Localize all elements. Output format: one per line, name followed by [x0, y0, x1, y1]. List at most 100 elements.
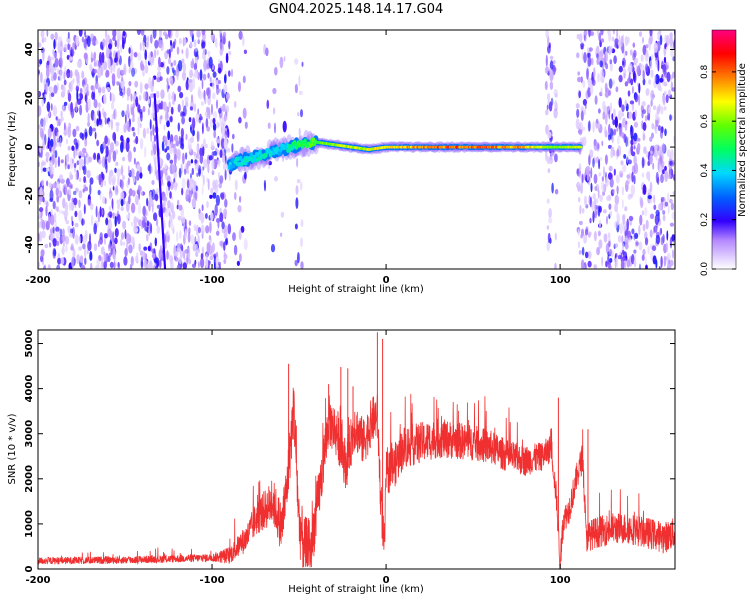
noise-speckle — [93, 68, 98, 74]
noise-speckle — [221, 227, 226, 234]
noise-speckle — [60, 159, 64, 164]
noise-speckle — [649, 30, 653, 37]
noise-speckle — [666, 256, 669, 266]
noise-speckle — [126, 95, 130, 101]
noise-speckle — [216, 139, 221, 144]
noise-speckle — [605, 176, 609, 187]
ridge-core — [308, 143, 312, 148]
noise-speckle — [621, 104, 625, 112]
noise-speckle — [220, 122, 224, 128]
noise-speckle — [594, 209, 598, 219]
noise-speckle — [71, 256, 75, 269]
noise-speckle — [108, 193, 112, 200]
noise-speckle — [79, 87, 83, 95]
noise-speckle — [628, 73, 631, 83]
noise-speckle — [67, 126, 72, 138]
noise-speckle — [150, 34, 153, 44]
ridge-core — [303, 138, 307, 144]
noise-speckle — [130, 93, 133, 102]
noise-speckle — [274, 66, 278, 76]
noise-speckle — [653, 42, 658, 53]
noise-speckle — [75, 170, 78, 181]
noise-speckle — [264, 179, 266, 192]
noise-speckle — [281, 154, 285, 162]
noise-speckle — [242, 36, 245, 47]
noise-speckle — [98, 174, 102, 186]
noise-speckle — [131, 117, 135, 123]
noise-speckle — [187, 169, 189, 175]
noise-speckle — [189, 106, 193, 111]
noise-speckle — [88, 126, 93, 137]
noise-speckle — [548, 155, 554, 165]
noise-speckle — [647, 245, 650, 254]
noise-speckle — [664, 128, 667, 137]
noise-speckle — [105, 48, 110, 59]
noise-speckle — [114, 215, 117, 227]
noise-speckle — [612, 30, 615, 35]
noise-speckle — [115, 161, 119, 166]
noise-speckle — [218, 88, 221, 93]
noise-speckle — [150, 130, 153, 143]
noise-speckle — [120, 166, 124, 175]
noise-speckle — [618, 65, 623, 73]
noise-speckle — [138, 189, 141, 200]
noise-speckle — [104, 233, 108, 239]
noise-speckle — [126, 87, 131, 97]
noise-speckle — [591, 78, 596, 87]
noise-speckle — [195, 185, 198, 192]
noise-speckle — [545, 149, 548, 162]
noise-speckle — [655, 259, 658, 269]
noise-speckle — [115, 149, 119, 155]
noise-speckle — [642, 184, 647, 195]
noise-speckle — [174, 181, 177, 187]
noise-speckle — [171, 163, 176, 174]
noise-speckle — [116, 38, 120, 50]
noise-speckle — [639, 31, 642, 37]
noise-speckle — [154, 237, 157, 247]
noise-speckle — [114, 167, 117, 173]
noise-speckle — [74, 234, 79, 245]
ridge-core — [236, 156, 240, 162]
noise-speckle — [53, 212, 57, 223]
noise-speckle — [93, 112, 96, 124]
noise-speckle — [70, 228, 74, 234]
noise-speckle — [50, 33, 55, 40]
noise-speckle — [59, 58, 62, 66]
noise-speckle — [202, 146, 205, 157]
noise-speckle — [225, 237, 228, 246]
snr-marks — [38, 332, 675, 569]
noise-speckle — [142, 105, 146, 113]
noise-speckle — [42, 196, 45, 203]
noise-speckle — [664, 43, 667, 50]
noise-speckle — [224, 155, 227, 165]
noise-speckle — [91, 57, 94, 63]
noise-speckle — [296, 157, 299, 168]
noise-speckle — [609, 63, 613, 72]
noise-speckle — [103, 111, 107, 119]
noise-speckle — [177, 247, 181, 253]
noise-speckle — [93, 61, 97, 67]
noise-speckle — [79, 132, 83, 139]
noise-speckle — [191, 179, 196, 192]
noise-speckle — [616, 30, 619, 39]
noise-speckle — [670, 49, 674, 58]
noise-speckle — [198, 91, 203, 100]
noise-speckle — [78, 164, 82, 171]
noise-speckle — [236, 260, 240, 266]
noise-speckle — [233, 100, 237, 108]
noise-speckle — [173, 93, 176, 102]
noise-speckle — [630, 139, 634, 146]
noise-speckle — [66, 73, 70, 78]
noise-speckle — [582, 79, 586, 89]
noise-speckle — [592, 121, 595, 134]
noise-speckle — [53, 249, 57, 257]
noise-speckle — [614, 243, 619, 248]
noise-speckle — [633, 132, 638, 142]
noise-speckle — [616, 127, 619, 132]
noise-speckle — [118, 32, 122, 38]
noise-speckle — [218, 182, 222, 189]
noise-speckle — [137, 116, 141, 127]
noise-speckle — [596, 30, 600, 37]
noise-speckle — [142, 69, 145, 77]
